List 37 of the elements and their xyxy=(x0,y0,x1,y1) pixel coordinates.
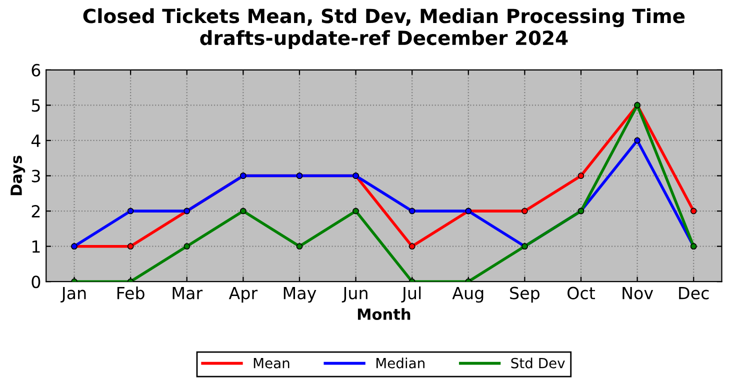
point xyxy=(296,243,303,250)
x-tick-label: Nov xyxy=(622,286,654,300)
x-tick-label: Jul xyxy=(401,286,421,302)
point xyxy=(184,243,190,250)
legend-label: Median xyxy=(376,358,424,368)
x-tick-label: Aug xyxy=(452,286,484,303)
y-tick-label: 0 xyxy=(32,276,40,288)
x-tick-label: Jun xyxy=(342,286,368,302)
x-tick-label: Mar xyxy=(172,286,203,300)
point xyxy=(127,208,134,214)
point xyxy=(240,208,246,214)
legend-label: Mean xyxy=(254,358,290,368)
x-tick-label: May xyxy=(284,286,316,303)
chart-title: Closed Tickets Mean, Std Dev, Median Processing Time drafts-update-ref December 2024 xyxy=(83,8,685,49)
point xyxy=(634,137,640,144)
y-tick-label: 2 xyxy=(32,205,40,218)
point xyxy=(408,208,416,214)
point xyxy=(352,208,359,214)
x-tick-label: Apr xyxy=(228,286,258,303)
x-tick-label: Jan xyxy=(60,286,86,302)
y-tick-label: 1 xyxy=(32,240,40,253)
x-tick-label: Oct xyxy=(568,286,596,300)
point xyxy=(408,243,416,250)
x-tick-label: Sep xyxy=(510,286,540,303)
legend-label: Std Dev xyxy=(511,358,565,368)
y-axis-title: Days xyxy=(10,156,26,196)
y-tick-label: 6 xyxy=(32,64,40,76)
point xyxy=(578,172,584,179)
point xyxy=(521,208,528,214)
y-tick-label: 4 xyxy=(31,134,40,147)
point xyxy=(127,243,134,250)
y-tick-label: 5 xyxy=(32,99,40,112)
y-tick-label: 3 xyxy=(32,170,40,182)
x-tick-label: Feb xyxy=(117,286,144,300)
x-axis-title: Month xyxy=(358,308,410,320)
point xyxy=(690,208,697,214)
x-tick-label: Dec xyxy=(679,286,709,300)
